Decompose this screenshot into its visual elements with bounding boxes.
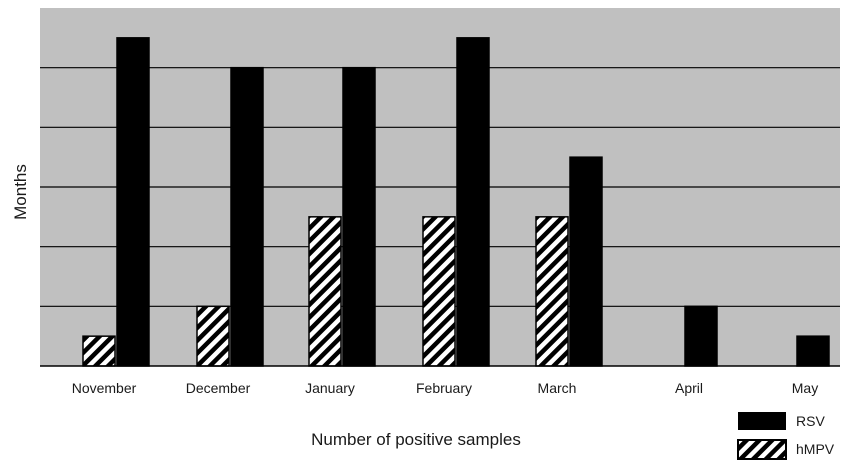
bar-rsv-november — [116, 37, 150, 367]
x-tick-label-february: February — [416, 380, 472, 396]
bar-hmpv-november — [82, 335, 116, 367]
x-tick-labels: November December January February March Apri… — [72, 380, 819, 396]
bar-rsv-december — [230, 66, 264, 367]
bar-rsv-january — [342, 66, 376, 367]
legend-swatch-hmpv — [737, 439, 787, 460]
x-tick-label-january: January — [305, 380, 355, 396]
legend: RSV hMPV — [737, 412, 835, 460]
x-axis-title: Number of positive samples — [311, 430, 521, 449]
bar-hmpv-january — [308, 216, 342, 367]
bars — [82, 37, 830, 367]
bar-rsv-march — [569, 156, 603, 367]
x-tick-label-march: March — [538, 380, 577, 396]
x-tick-label-november: November — [72, 380, 137, 396]
y-axis-title: Months — [11, 164, 30, 220]
x-tick-label-may: May — [792, 380, 818, 396]
legend-swatch-rsv — [738, 412, 786, 430]
legend-label-rsv: RSV — [796, 413, 825, 429]
bar-rsv-may — [796, 335, 830, 367]
bar-rsv-april — [684, 305, 718, 367]
x-tick-label-december: December — [186, 380, 251, 396]
bar-hmpv-march — [535, 216, 569, 367]
bar-hmpv-december — [196, 305, 230, 367]
legend-label-hmpv: hMPV — [796, 441, 835, 457]
bar-rsv-february — [456, 37, 490, 367]
bar-hmpv-february — [422, 216, 456, 367]
x-tick-label-april: April — [675, 380, 703, 396]
